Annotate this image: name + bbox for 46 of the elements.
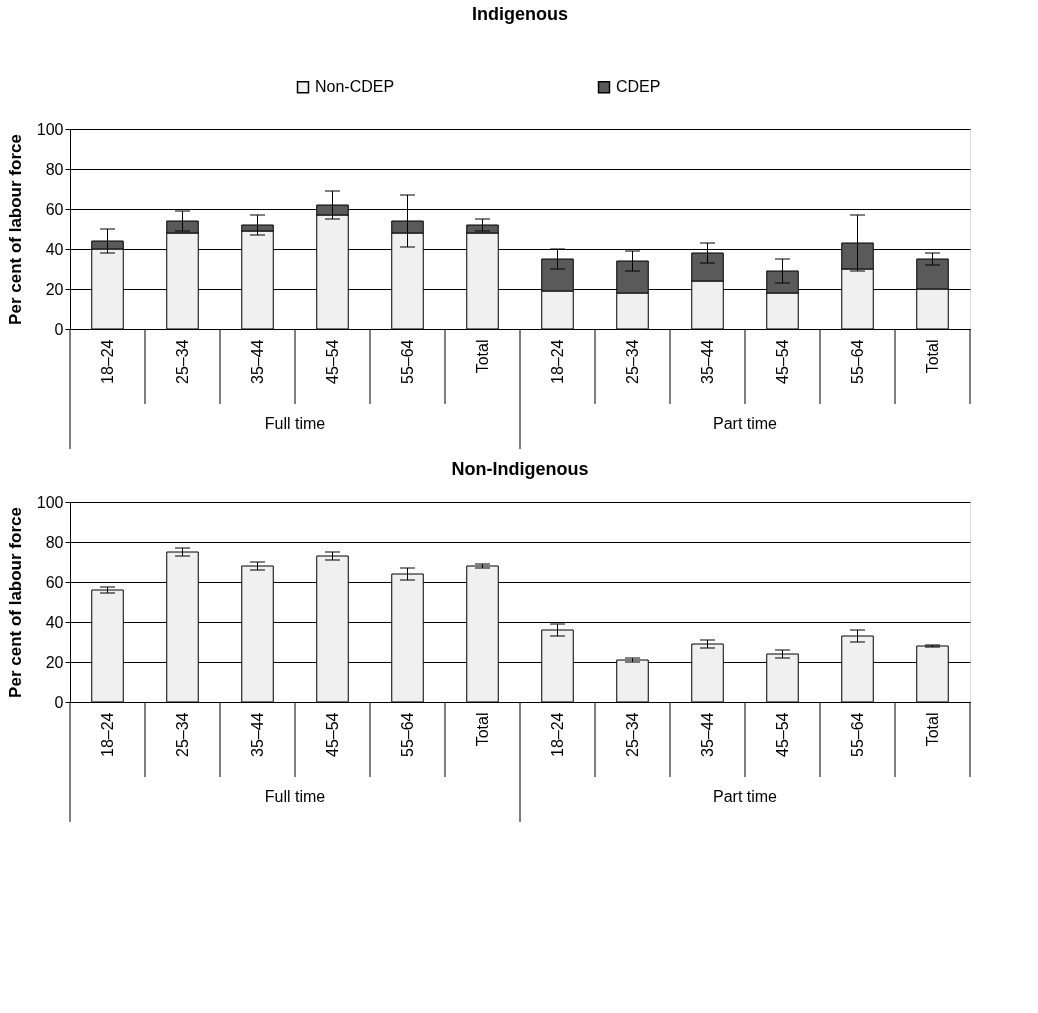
x-tick-label: Total <box>474 339 491 374</box>
y-tick-label: 80 <box>45 533 64 551</box>
x-tick-label: 18–24 <box>99 339 116 384</box>
x-tick-label: 35–44 <box>699 712 716 757</box>
text: Part time <box>712 788 778 805</box>
x-tick-label: 18–24 <box>549 339 566 384</box>
x-tick-label: 55–64 <box>849 712 866 757</box>
x-tick-label: 55–64 <box>399 712 416 757</box>
x-tick-label: 45–54 <box>324 339 341 384</box>
text: Part time <box>712 415 778 432</box>
y-tick-label: 80 <box>45 160 64 178</box>
y-tick-label: 100 <box>36 120 64 138</box>
legend-label: Non-CDEP <box>315 78 395 96</box>
y-axis-title: Per cent of labour force <box>5 134 25 325</box>
x-tick-label: 45–54 <box>324 712 341 757</box>
x-tick-label: 45–54 <box>774 339 791 384</box>
x-tick-label: Total <box>924 339 941 374</box>
x-tick-label: Total <box>924 712 941 747</box>
x-tick-label: 35–44 <box>249 712 266 757</box>
y-tick-label: 100 <box>36 493 64 511</box>
x-tick-label: 18–24 <box>549 712 566 757</box>
y-tick-label: 0 <box>54 320 64 338</box>
y-tick-label: 20 <box>45 280 64 298</box>
y-tick-label: 40 <box>45 240 64 258</box>
x-tick-label: 25–34 <box>174 339 191 384</box>
y-axis-title: Per cent of labour force <box>5 507 25 698</box>
y-tick-label: 0 <box>54 693 64 711</box>
y-tick-label: 60 <box>45 573 64 591</box>
x-tick-label: 18–24 <box>99 712 116 757</box>
chart-title: Indigenous <box>472 4 568 24</box>
legend-label: CDEP <box>616 78 661 96</box>
text: Full time <box>264 415 326 432</box>
chart-title: Non-Indigenous <box>451 459 589 479</box>
x-tick-label: Total <box>474 712 491 747</box>
x-tick-label: 35–44 <box>699 339 716 384</box>
text: Full time <box>264 788 326 805</box>
x-tick-label: 25–34 <box>624 712 641 757</box>
x-tick-label: 45–54 <box>774 712 791 757</box>
x-tick-label: 25–34 <box>174 712 191 757</box>
x-tick-label: 25–34 <box>624 339 641 384</box>
y-tick-label: 40 <box>45 613 64 631</box>
x-tick-label: 35–44 <box>249 339 266 384</box>
y-tick-label: 20 <box>45 653 64 671</box>
x-tick-label: 55–64 <box>849 339 866 384</box>
x-tick-label: 55–64 <box>399 339 416 384</box>
y-tick-label: 60 <box>45 200 64 218</box>
